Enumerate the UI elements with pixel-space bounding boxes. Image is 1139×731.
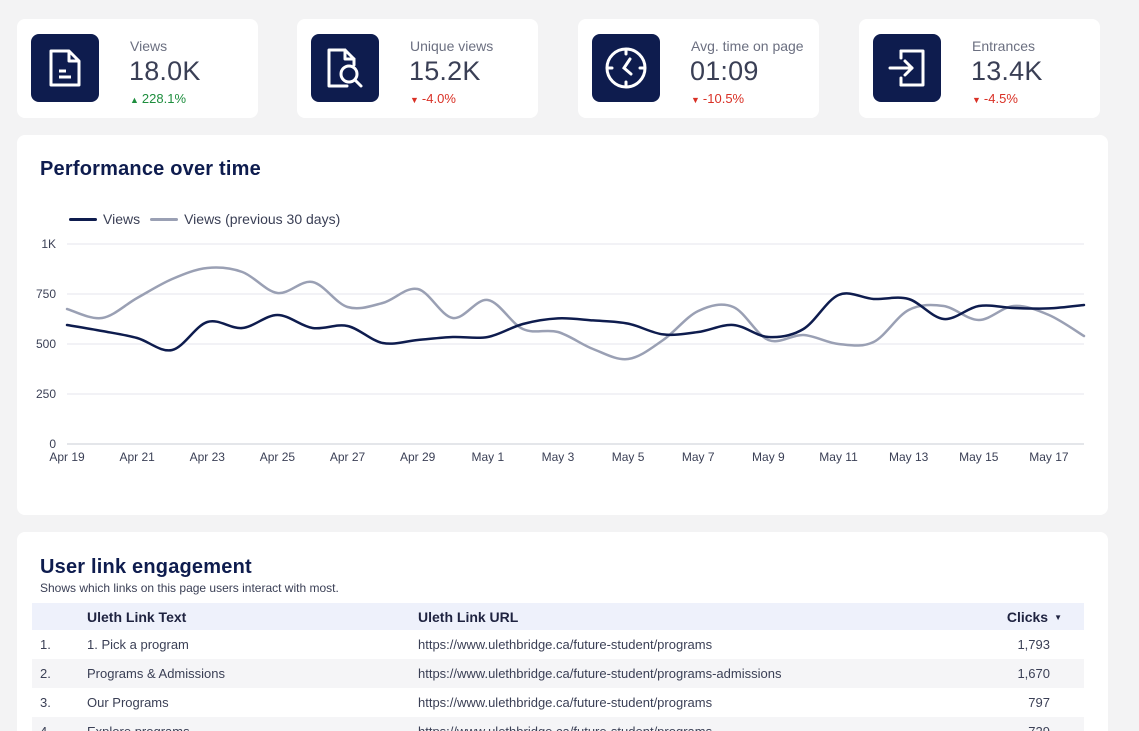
series-line-views-previous[interactable] (65, 266, 1086, 361)
link-table: Uleth Link Text Uleth Link URL Clicks ▼ 1… (32, 603, 1084, 731)
row-link-url: https://www.ulethbridge.ca/future-studen… (418, 659, 988, 688)
x-tick-label: May 9 (752, 450, 785, 464)
kpi-label: Unique views (410, 38, 494, 54)
kpi-card-unique-views: Unique views 15.2K ▼ -4.0% (297, 19, 538, 118)
engagement-card: User link engagement Shows which links o… (17, 532, 1108, 731)
column-header-link-url[interactable]: Uleth Link URL (418, 603, 988, 630)
kpi-value: 01:09 (690, 56, 759, 86)
x-tick-label: May 17 (1029, 450, 1069, 464)
x-tick-label: Apr 25 (260, 450, 296, 464)
row-index: 2. (32, 659, 87, 688)
table-header-row: Uleth Link Text Uleth Link URL Clicks ▼ (32, 603, 1084, 630)
row-clicks: 1,670 (988, 659, 1084, 688)
arrow-down-icon: ▼ (691, 95, 700, 105)
arrow-down-icon: ▼ (972, 95, 981, 105)
arrow-up-icon: ▲ (130, 95, 139, 105)
engagement-subtitle: Shows which links on this page users int… (40, 581, 339, 595)
x-tick-label: Apr 19 (49, 450, 85, 464)
x-tick-label: May 15 (959, 450, 999, 464)
document-icon (31, 34, 99, 102)
engagement-title: User link engagement (40, 556, 252, 578)
kpi-value: 15.2K (409, 56, 481, 86)
row-link-url: https://www.ulethbridge.ca/future-studen… (418, 637, 713, 652)
sign-in-icon (873, 34, 941, 102)
row-index: 1. (40, 637, 51, 652)
legend-swatch (150, 217, 179, 221)
y-tick-label: 0 (49, 437, 56, 451)
x-tick-label: May 3 (542, 450, 575, 464)
row-clicks: 1,793 (1017, 637, 1050, 652)
x-tick-label: May 11 (819, 450, 858, 464)
row-link-url: https://www.ulethbridge.ca/future-studen… (418, 717, 988, 731)
kpi-card-views: Views 18.0K ▲ 228.1% (17, 19, 258, 118)
series-line-views[interactable] (65, 292, 1086, 352)
y-tick-label: 250 (36, 387, 56, 401)
kpi-value: 13.4K (971, 56, 1043, 86)
chart-legend: Views Views (previous 30 days) (69, 211, 350, 227)
y-tick-label: 750 (36, 287, 56, 301)
arrow-down-icon: ▼ (410, 95, 419, 105)
kpi-label: Views (130, 38, 168, 54)
table-row[interactable]: 2. Programs & Admissions https://www.ule… (32, 659, 1084, 688)
table-row[interactable]: 3. Our Programs https://www.ulethbridge.… (32, 688, 1084, 717)
row-index: 3. (40, 695, 51, 710)
x-tick-label: Apr 27 (330, 450, 366, 464)
search-document-icon (311, 34, 379, 102)
sort-descending-icon[interactable]: ▼ (1054, 613, 1062, 623)
row-link-text: 1. Pick a program (87, 637, 189, 652)
table-row[interactable]: 1. 1. Pick a program https://www.ulethbr… (32, 630, 1084, 659)
row-link-text: Programs & Admissions (87, 659, 418, 688)
x-tick-label: May 1 (471, 450, 504, 464)
kpi-delta: ▼ -10.5% (691, 91, 745, 106)
x-tick-label: May 7 (682, 450, 715, 464)
kpi-delta: ▼ -4.0% (410, 91, 456, 106)
x-tick-label: Apr 29 (400, 450, 436, 464)
kpi-delta: ▼ -4.5% (972, 91, 1018, 106)
legend-item-views[interactable]: Views (69, 211, 140, 227)
row-clicks: 729 (988, 717, 1084, 731)
column-header-clicks[interactable]: Clicks ▼ (988, 603, 1084, 630)
kpi-delta: ▲ 228.1% (130, 91, 187, 106)
y-tick-label: 1K (41, 237, 56, 251)
column-header-link-text[interactable]: Uleth Link Text (87, 603, 418, 630)
kpi-label: Entrances (972, 38, 1036, 54)
kpi-value: 18.0K (129, 56, 201, 86)
x-tick-label: Apr 21 (119, 450, 155, 464)
x-tick-label: May 13 (889, 450, 929, 464)
legend-item-previous[interactable]: Views (previous 30 days) (150, 211, 340, 227)
y-tick-label: 500 (36, 337, 56, 351)
column-header-index (32, 603, 87, 630)
line-chart[interactable]: 0 250 500 750 1K Apr 19 Apr 21 Apr 23 Apr 25 Apr … (17, 135, 1108, 515)
legend-swatch (69, 217, 97, 221)
kpi-card-avg-time: Avg. time on page 01:09 ▼ -10.5% (578, 19, 819, 118)
kpi-label: Avg. time on page (691, 38, 804, 54)
x-tick-label: May 5 (612, 450, 645, 464)
row-link-text: Explore programs (87, 717, 418, 731)
row-link-url: https://www.ulethbridge.ca/future-studen… (418, 695, 713, 710)
row-index: 4. (32, 717, 87, 731)
legend-label: Views (previous 30 days) (184, 211, 341, 227)
table-row[interactable]: 4. Explore programs https://www.ulethbri… (32, 717, 1084, 731)
performance-card: Performance over time Views Views (previ… (17, 135, 1108, 515)
legend-label: Views (103, 211, 141, 227)
kpi-card-entrances: Entrances 13.4K ▼ -4.5% (859, 19, 1100, 118)
clock-icon (592, 34, 660, 102)
performance-title: Performance over time (40, 158, 261, 180)
row-link-text: Our Programs (87, 695, 169, 710)
x-tick-label: Apr 23 (190, 450, 226, 464)
row-clicks: 797 (1028, 695, 1050, 710)
